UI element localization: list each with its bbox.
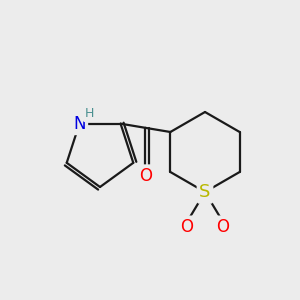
Text: O: O <box>181 218 194 236</box>
Text: O: O <box>217 218 230 236</box>
Text: H: H <box>85 107 94 120</box>
Text: S: S <box>199 183 211 201</box>
Text: O: O <box>139 167 152 185</box>
Text: N: N <box>73 115 86 133</box>
